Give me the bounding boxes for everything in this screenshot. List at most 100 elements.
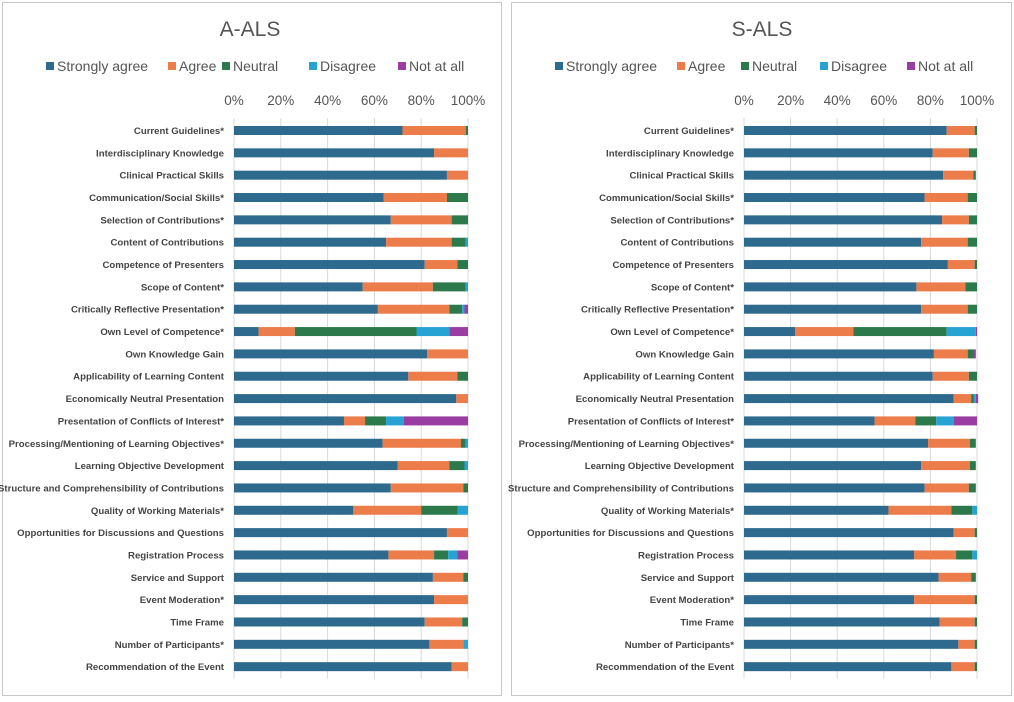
a-als-bar-agree [362, 282, 433, 292]
a-als-bar-neutral [462, 617, 468, 627]
s-als-bar-neutral [968, 148, 977, 158]
s-als-bar-neutral [967, 349, 974, 359]
a-als-bar-strongly-agree [234, 148, 435, 158]
a-als-category-label: Presentation of Conflicts of Interest* [58, 416, 225, 427]
a-als-bar-strongly-agree [234, 505, 354, 515]
s-als-bar-agree [914, 550, 957, 560]
a-als-bar-not-at-all [464, 304, 468, 314]
a-als-bar-disagree [457, 505, 468, 515]
a-als-category-label: Opportunities for Discussions and Questi… [17, 528, 224, 539]
s-als-bar-neutral [967, 304, 977, 314]
s-als-bar-neutral [968, 483, 976, 493]
s-als-category-label: Critically Reflective Presentation* [581, 305, 734, 316]
s-als-category-label: Current Guidelines* [644, 126, 734, 137]
s-als-category-label: Recommendation of the Event [596, 662, 735, 673]
s-als-bar-agree [947, 260, 975, 270]
a-als-category-label: Own Level of Competence* [100, 327, 224, 338]
s-als-bar-neutral [970, 438, 976, 448]
s-als-bar-agree [939, 617, 975, 627]
a-als-bar-agree [429, 639, 464, 649]
a-als-chart-title: A-ALS [220, 18, 281, 41]
a-als-bar-disagree [464, 461, 468, 471]
s-als-bar-strongly-agree [744, 193, 925, 203]
a-als-bar-strongly-agree [234, 528, 447, 538]
a-als-category-label: Service and Support [131, 573, 225, 584]
s-als-bar-strongly-agree [744, 416, 875, 426]
s-als-bar-strongly-agree [744, 237, 922, 247]
s-als-bar-agree [938, 572, 972, 582]
s-als-bar-strongly-agree [744, 126, 947, 135]
a-als-bar-agree [386, 237, 452, 247]
a-als-bar-neutral [449, 461, 465, 471]
s-als-bar-agree [921, 304, 968, 314]
a-als-bar-strongly-agree [234, 438, 383, 448]
a-als-bar-strongly-agree [234, 617, 425, 627]
a-als-bar-strongly-agree [234, 416, 344, 426]
a-als-bar-agree [390, 483, 464, 493]
a-als-bar-neutral [457, 371, 468, 381]
s-als-category-label: Quality of Working Materials* [601, 506, 734, 517]
a-als-bar-strongly-agree [234, 282, 363, 292]
s-als-bar-strongly-agree [744, 595, 915, 605]
s-als-bar-agree [921, 461, 971, 471]
s-als-bar-agree [953, 528, 975, 538]
a-als-bar-neutral [294, 327, 417, 337]
s-als-bar-agree [928, 438, 971, 448]
s-als-bar-agree [933, 349, 968, 359]
s-als-category-label: Event Moderation* [650, 595, 734, 606]
a-als-bar-strongly-agree [234, 215, 391, 225]
s-als-bar-agree [921, 237, 968, 247]
s-als-bar-neutral [967, 237, 977, 247]
s-als-legend-swatch-agree [677, 62, 685, 70]
a-als-bar-agree [451, 662, 468, 672]
s-als-bar-disagree [973, 394, 976, 404]
s-als-bar-not-at-all [973, 349, 976, 359]
a-als-bar-agree [432, 572, 464, 582]
a-als-category-label: Current Guidelines* [134, 126, 224, 137]
s-als-bar-neutral [967, 193, 977, 203]
a-als-category-label: Time Frame [170, 617, 224, 628]
s-als-category-label: Communication/Social Skills* [599, 193, 734, 204]
s-als-bar-agree [916, 282, 966, 292]
s-als-bar-strongly-agree [744, 550, 915, 560]
a-als-category-label: Number of Participants* [115, 640, 225, 651]
a-als-bar-disagree [465, 237, 468, 247]
a-als-bar-agree [383, 193, 447, 203]
a-als-bar-agree [427, 349, 468, 359]
s-als-bar-neutral [974, 639, 977, 649]
a-als-category-label: Critically Reflective Presentation* [71, 305, 224, 316]
a-als-legend-label-not-at-all: Not at all [409, 58, 464, 74]
s-als-x-tick-label: 40% [824, 93, 851, 108]
a-als-bar-agree [446, 170, 468, 180]
a-als-bar-not-at-all [457, 550, 468, 560]
a-als-bar-disagree [448, 550, 458, 560]
s-als-bar-neutral [974, 126, 977, 135]
a-als-category-label: Communication/Social Skills* [89, 193, 224, 204]
a-als-x-tick-label: 40% [314, 93, 341, 108]
s-als-bar-strongly-agree [744, 572, 939, 582]
a-als-category-label: Scope of Content* [141, 282, 224, 293]
s-als-bar-not-at-all [975, 394, 979, 404]
s-als-category-label: Learning Objective Development [585, 461, 735, 472]
a-als-x-tick-label: 80% [408, 93, 435, 108]
s-als-x-tick-label: 0% [734, 93, 754, 108]
s-als-bar-agree [888, 505, 952, 515]
s-als-bar-strongly-agree [744, 639, 959, 649]
s-als-bar-agree [953, 394, 972, 404]
a-als-bar-neutral [446, 193, 468, 203]
s-als-bar-agree [914, 595, 975, 605]
a-als-bar-neutral [432, 282, 466, 292]
a-als-bar-neutral [460, 438, 466, 448]
s-als-bar-disagree [972, 550, 977, 560]
a-als-legend-label-neutral: Neutral [233, 58, 278, 74]
s-als-legend-swatch-neutral [741, 62, 749, 70]
a-als-bar-agree [408, 371, 458, 381]
s-als-legend-label-not-at-all: Not at all [918, 58, 973, 74]
s-als-bar-not-at-all [953, 416, 977, 426]
a-als-bar-agree [258, 327, 295, 337]
a-als-bar-agree [343, 416, 366, 426]
s-als-category-label: Service and Support [641, 573, 735, 584]
s-als-bar-neutral [974, 662, 977, 672]
s-als-bar-strongly-agree [744, 282, 917, 292]
a-als-category-label: Economically Neutral Presentation [66, 394, 224, 405]
